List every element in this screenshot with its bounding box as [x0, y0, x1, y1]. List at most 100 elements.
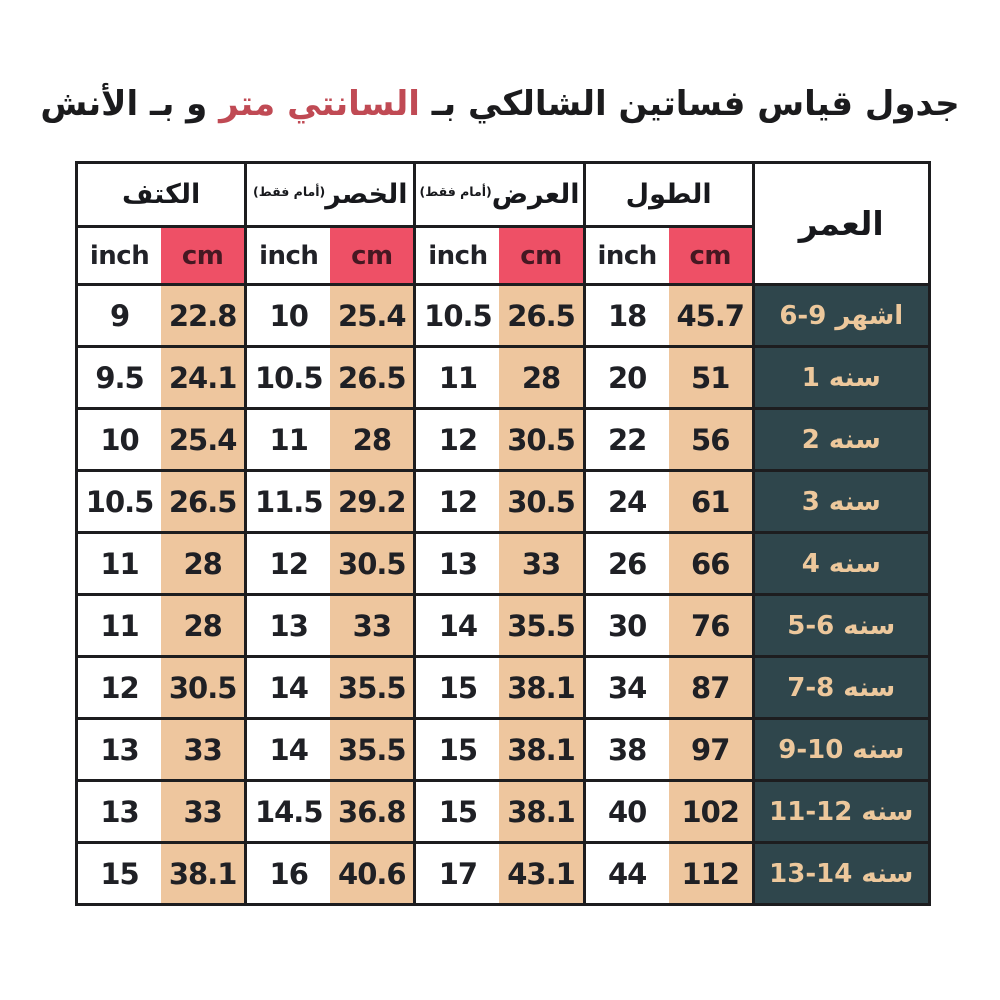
age-value: سنه 12-11 — [751, 779, 931, 844]
length-inch-value: 24 — [582, 469, 669, 534]
shoulder-inch-header: inch — [75, 225, 162, 286]
shoulder-inch-value: 11 — [75, 593, 162, 658]
shoulder-cm-value: 38.1 — [161, 841, 248, 906]
waist-group-label: الخصر — [325, 179, 408, 210]
waist-cm-value: 35.5 — [330, 655, 417, 720]
length-inch-value: 30 — [582, 593, 669, 658]
title-highlight: السانتي متر — [219, 84, 420, 124]
length-cm-value: 66 — [668, 531, 755, 596]
waist-inch-value: 14.5 — [244, 779, 331, 844]
shoulder-cm-value: 26.5 — [161, 469, 248, 534]
width-inch-value: 12 — [413, 407, 500, 472]
width-group-label: العرض — [491, 179, 580, 210]
waist-cm-value: 35.5 — [330, 717, 417, 782]
column-group-waist: الخصر(أمام فقط) — [244, 161, 417, 228]
shoulder-inch-value: 10 — [75, 407, 162, 472]
waist-inch-value: 12 — [244, 531, 331, 596]
title-suffix: و بـ الأنش — [40, 84, 220, 124]
width-inch-value: 10.5 — [413, 283, 500, 348]
width-inch-value: 15 — [413, 717, 500, 782]
column-group-shoulder: الكتف — [74, 161, 248, 228]
age-value: سنه 14-13 — [751, 841, 931, 906]
width-cm-value: 33 — [499, 531, 586, 596]
length-cm-value: 112 — [668, 841, 755, 906]
waist-cm-header: cm — [330, 225, 417, 286]
shoulder-cm-value: 28 — [161, 593, 248, 658]
length-cm-value: 87 — [668, 655, 755, 720]
width-cm-header: cm — [499, 225, 586, 286]
shoulder-inch-value: 9 — [75, 283, 162, 348]
shoulder-inch-value: 13 — [75, 717, 162, 782]
width-cm-value: 28 — [499, 345, 586, 410]
table-row: 9.5 24.1 10.5 26.5 11 28 20 51 سنه 1 — [75, 345, 931, 410]
shoulder-cm-value: 22.8 — [161, 283, 248, 348]
width-cm-value: 43.1 — [499, 841, 586, 906]
waist-group-note: (أمام فقط) — [253, 184, 326, 199]
length-inch-value: 38 — [582, 717, 669, 782]
waist-inch-header: inch — [244, 225, 331, 286]
waist-cm-value: 40.6 — [330, 841, 417, 906]
table-row: 10 25.4 11 28 12 30.5 22 56 سنه 2 — [75, 407, 931, 472]
shoulder-cm-value: 28 — [161, 531, 248, 596]
size-table: الكتف الخصر(أمام فقط) العرض(أمام فقط) ال… — [74, 161, 931, 906]
size-table-body: 9 22.8 10 25.4 10.5 26.5 18 45.7 6-9 اشه… — [75, 283, 931, 906]
length-inch-value: 22 — [582, 407, 669, 472]
shoulder-inch-value: 9.5 — [75, 345, 162, 410]
waist-cm-value: 28 — [330, 407, 417, 472]
waist-inch-value: 13 — [244, 593, 331, 658]
waist-cm-value: 25.4 — [330, 283, 417, 348]
column-group-length: الطول — [582, 161, 755, 228]
size-table-header: الكتف الخصر(أمام فقط) العرض(أمام فقط) ال… — [74, 161, 931, 286]
shoulder-inch-value: 11 — [75, 531, 162, 596]
shoulder-cm-value: 25.4 — [161, 407, 248, 472]
waist-cm-value: 33 — [330, 593, 417, 658]
shoulder-cm-value: 24.1 — [161, 345, 248, 410]
waist-inch-value: 16 — [244, 841, 331, 906]
age-value: سنه 6-5 — [751, 593, 931, 658]
width-inch-value: 12 — [413, 469, 500, 534]
waist-inch-value: 10 — [244, 283, 331, 348]
table-row: 12 30.5 14 35.5 15 38.1 34 87 سنه 8-7 — [75, 655, 931, 720]
waist-inch-value: 11.5 — [244, 469, 331, 534]
width-inch-value: 15 — [413, 655, 500, 720]
length-cm-value: 76 — [668, 593, 755, 658]
length-cm-value: 102 — [668, 779, 755, 844]
length-inch-value: 44 — [582, 841, 669, 906]
unit-header-row: inch cm inch cm inch cm inch cm — [75, 225, 930, 286]
age-value: سنه 2 — [751, 407, 931, 472]
width-group-note: (أمام فقط) — [419, 184, 492, 199]
length-inch-value: 26 — [582, 531, 669, 596]
shoulder-inch-value: 12 — [75, 655, 162, 720]
age-value: 6-9 اشهر — [751, 283, 931, 348]
length-inch-value: 34 — [582, 655, 669, 720]
shoulder-inch-value: 15 — [75, 841, 162, 906]
shoulder-cm-value: 30.5 — [161, 655, 248, 720]
waist-cm-value: 30.5 — [330, 531, 417, 596]
age-value: سنه 8-7 — [751, 655, 931, 720]
length-cm-value: 61 — [668, 469, 755, 534]
length-cm-value: 97 — [668, 717, 755, 782]
table-row: 11 28 13 33 14 35.5 30 76 سنه 6-5 — [75, 593, 931, 658]
waist-cm-value: 26.5 — [330, 345, 417, 410]
shoulder-inch-value: 10.5 — [75, 469, 162, 534]
width-inch-value: 13 — [413, 531, 500, 596]
length-inch-value: 18 — [582, 283, 669, 348]
page-title: جدول قياس فساتين الشالكي بـ السانتي متر … — [0, 84, 1000, 124]
table-row: 9 22.8 10 25.4 10.5 26.5 18 45.7 6-9 اشه… — [75, 283, 931, 348]
shoulder-cm-header: cm — [161, 225, 248, 286]
table-row: 11 28 12 30.5 13 33 26 66 سنه 4 — [75, 531, 931, 596]
length-group-label: الطول — [625, 179, 712, 210]
waist-inch-value: 10.5 — [244, 345, 331, 410]
age-value: سنه 10-9 — [751, 717, 931, 782]
length-inch-value: 40 — [582, 779, 669, 844]
waist-cm-value: 36.8 — [330, 779, 417, 844]
group-header-row: الكتف الخصر(أمام فقط) العرض(أمام فقط) ال… — [74, 161, 931, 286]
width-inch-header: inch — [413, 225, 500, 286]
width-inch-value: 14 — [413, 593, 500, 658]
table-row: 13 33 14.5 36.8 15 38.1 40 102 سنه 12-11 — [75, 779, 931, 844]
width-cm-value: 38.1 — [499, 717, 586, 782]
waist-inch-value: 11 — [244, 407, 331, 472]
table-row: 13 33 14 35.5 15 38.1 38 97 سنه 10-9 — [75, 717, 931, 782]
age-value: سنه 1 — [751, 345, 931, 410]
